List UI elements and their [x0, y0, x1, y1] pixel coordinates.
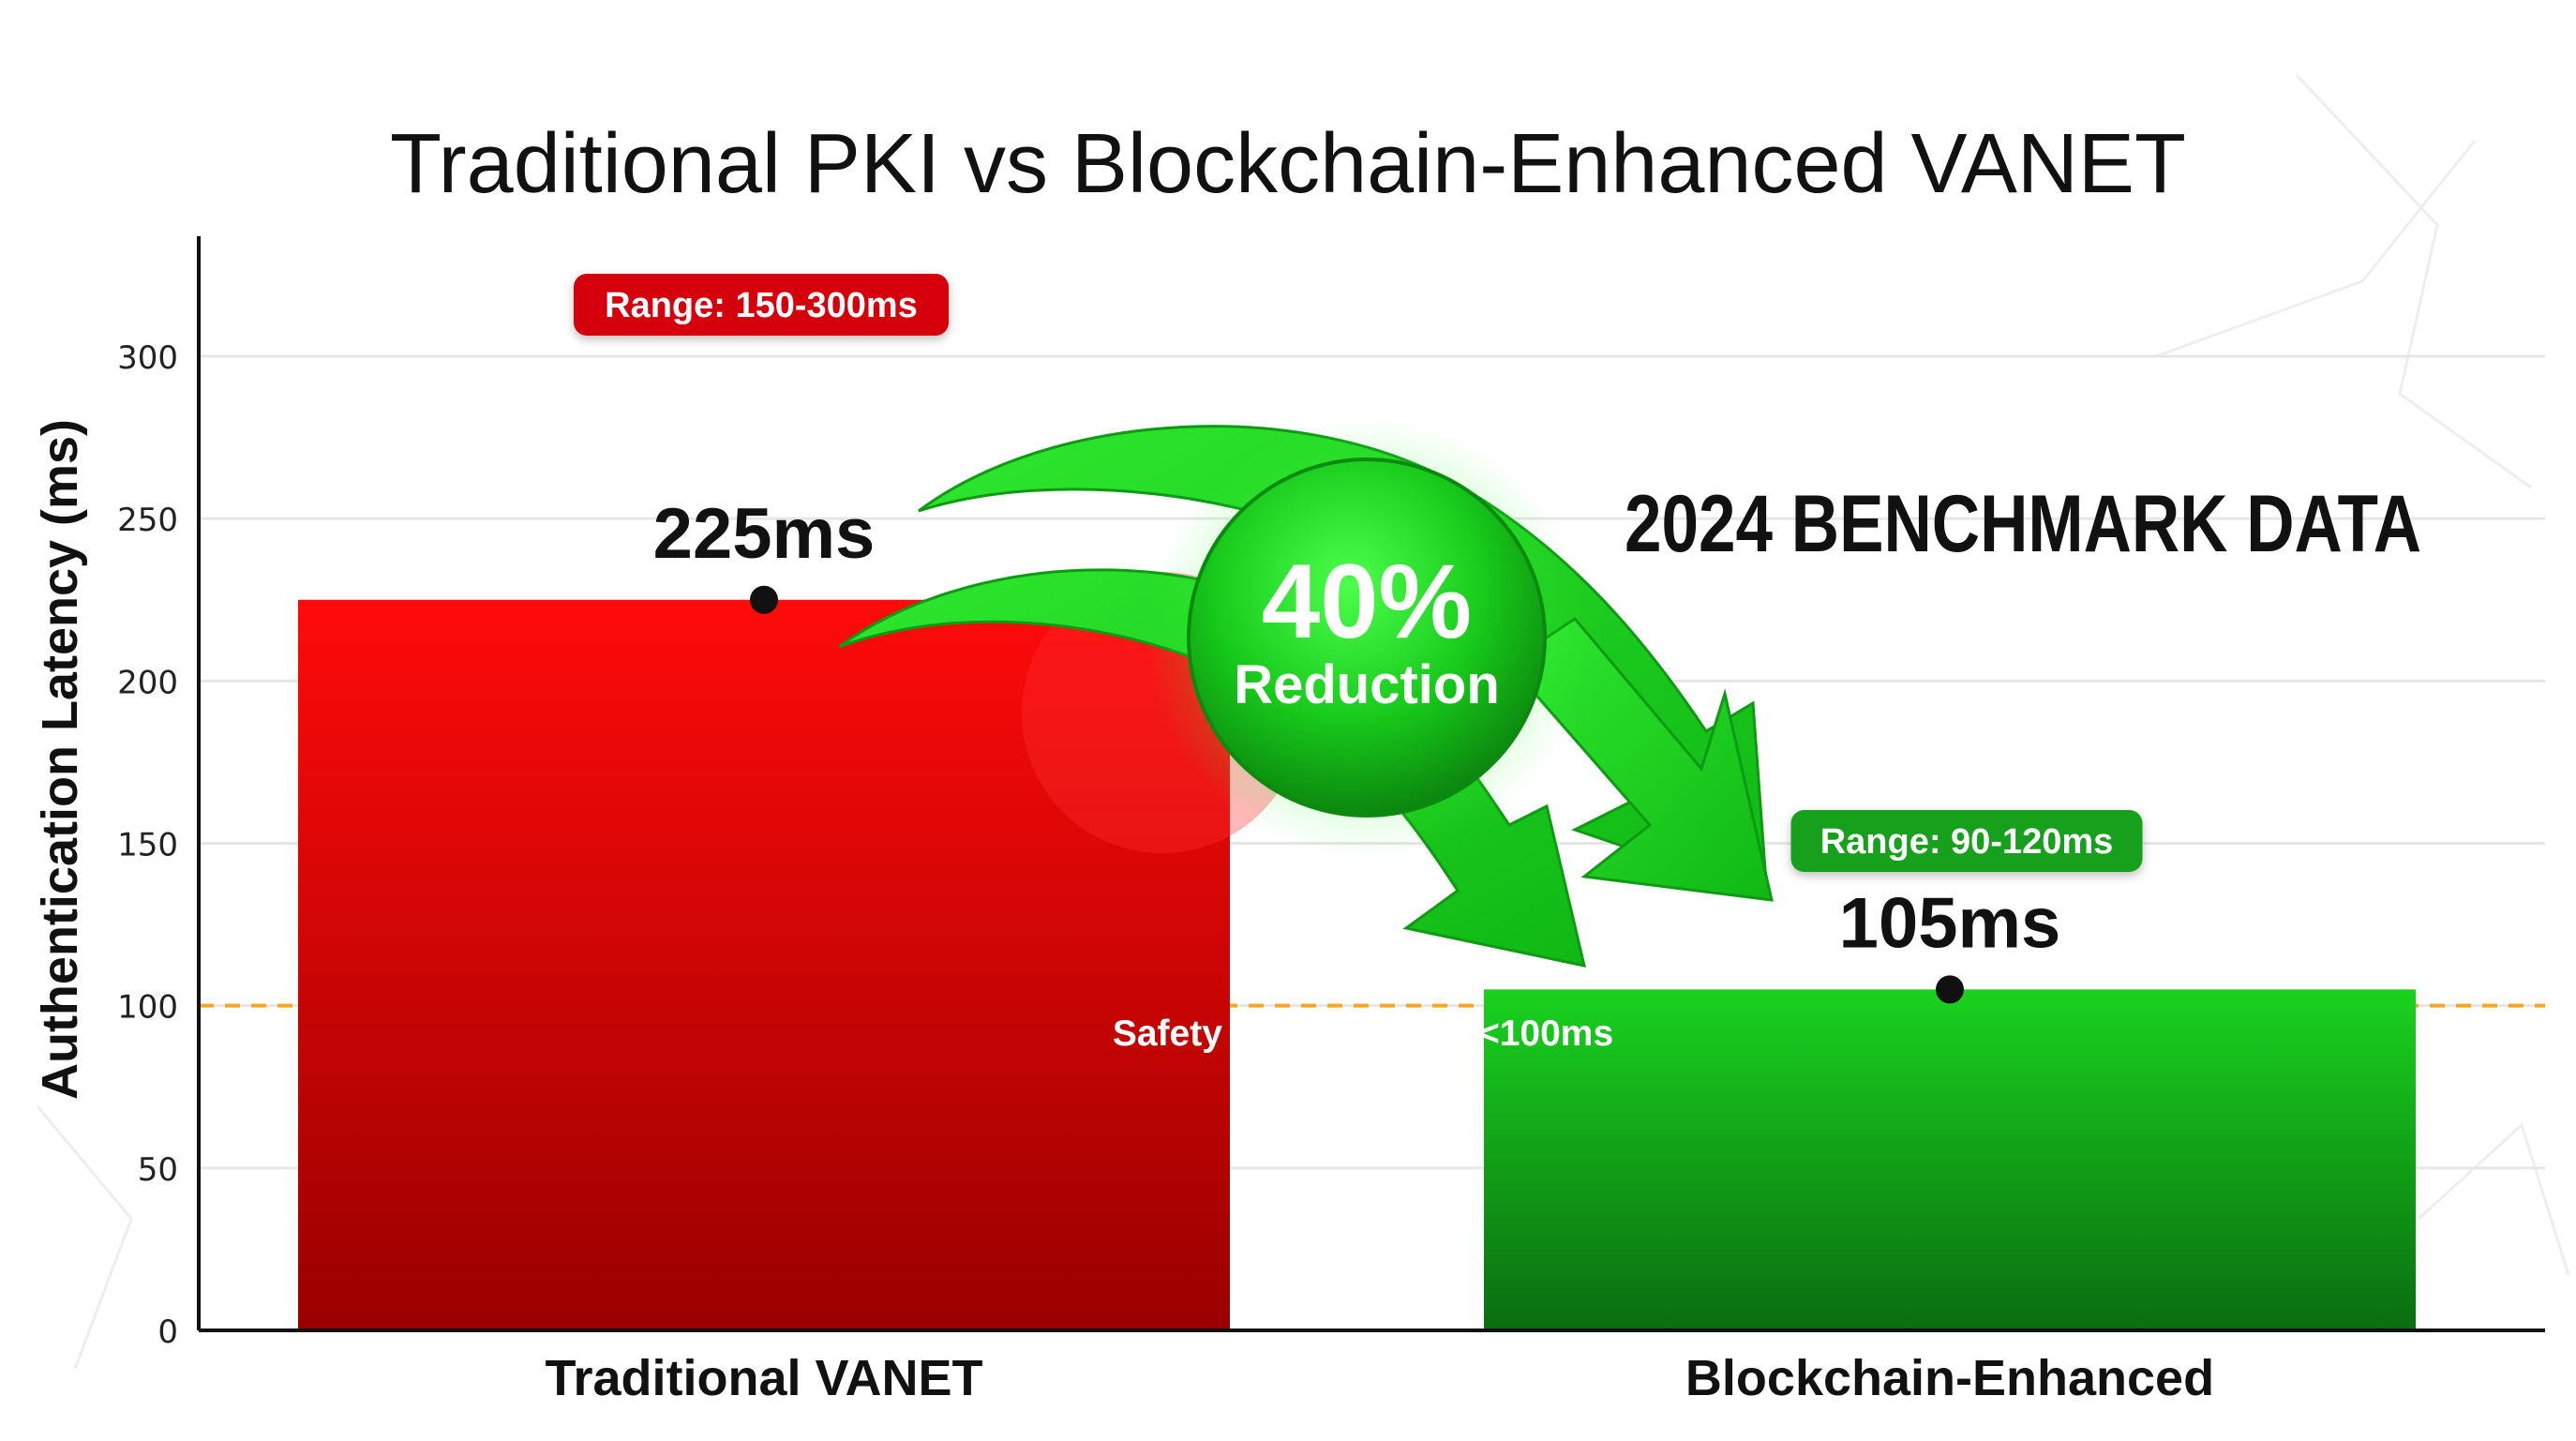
- reduction-badge: [1187, 458, 1547, 818]
- safety-requirement-label: Safety Requirement: <100ms: [1113, 1013, 1613, 1054]
- range-label-traditional: Range: 150-300ms: [605, 286, 918, 325]
- y-tick-label: 0: [157, 1313, 178, 1351]
- x-tick-label-traditional: Traditional VANET: [545, 1350, 982, 1406]
- y-tick-label: 200: [117, 664, 178, 701]
- range-label-blockchain: Range: 90-120ms: [1820, 822, 2114, 862]
- value-label-traditional: 225ms: [653, 494, 876, 574]
- y-tick-labels: 0 50 100 150 200 250 300: [117, 339, 178, 1351]
- benchmark-annotation: 2024 BENCHMARK DATA: [1625, 479, 2421, 569]
- y-tick-label: 100: [117, 989, 178, 1027]
- y-tick-label: 50: [138, 1151, 178, 1189]
- bar-traditional-vanet: [298, 599, 1230, 1330]
- background-decoration: [36, 73, 2570, 1370]
- x-tick-label-blockchain: Blockchain-Enhanced: [1685, 1350, 2214, 1406]
- value-marker-traditional: [750, 585, 778, 614]
- y-axis-label: Authentication Latency (ms): [32, 419, 88, 1100]
- value-marker-blockchain: [1936, 975, 1964, 1004]
- reduction-value: 40%: [1262, 543, 1472, 660]
- y-tick-label: 300: [117, 339, 178, 377]
- y-tick-label: 250: [117, 502, 178, 539]
- y-tick-label: 150: [117, 827, 178, 864]
- bar-blockchain-enhanced: [1484, 989, 2416, 1330]
- value-label-blockchain: 105ms: [1839, 883, 2061, 963]
- range-badge-blockchain: Range: 90-120ms: [1790, 810, 2143, 872]
- range-badge-traditional: Range: 150-300ms: [574, 274, 949, 336]
- chart-title: Traditional PKI vs Blockchain-Enhanced V…: [390, 117, 2186, 211]
- reduction-label: Reduction: [1234, 654, 1500, 715]
